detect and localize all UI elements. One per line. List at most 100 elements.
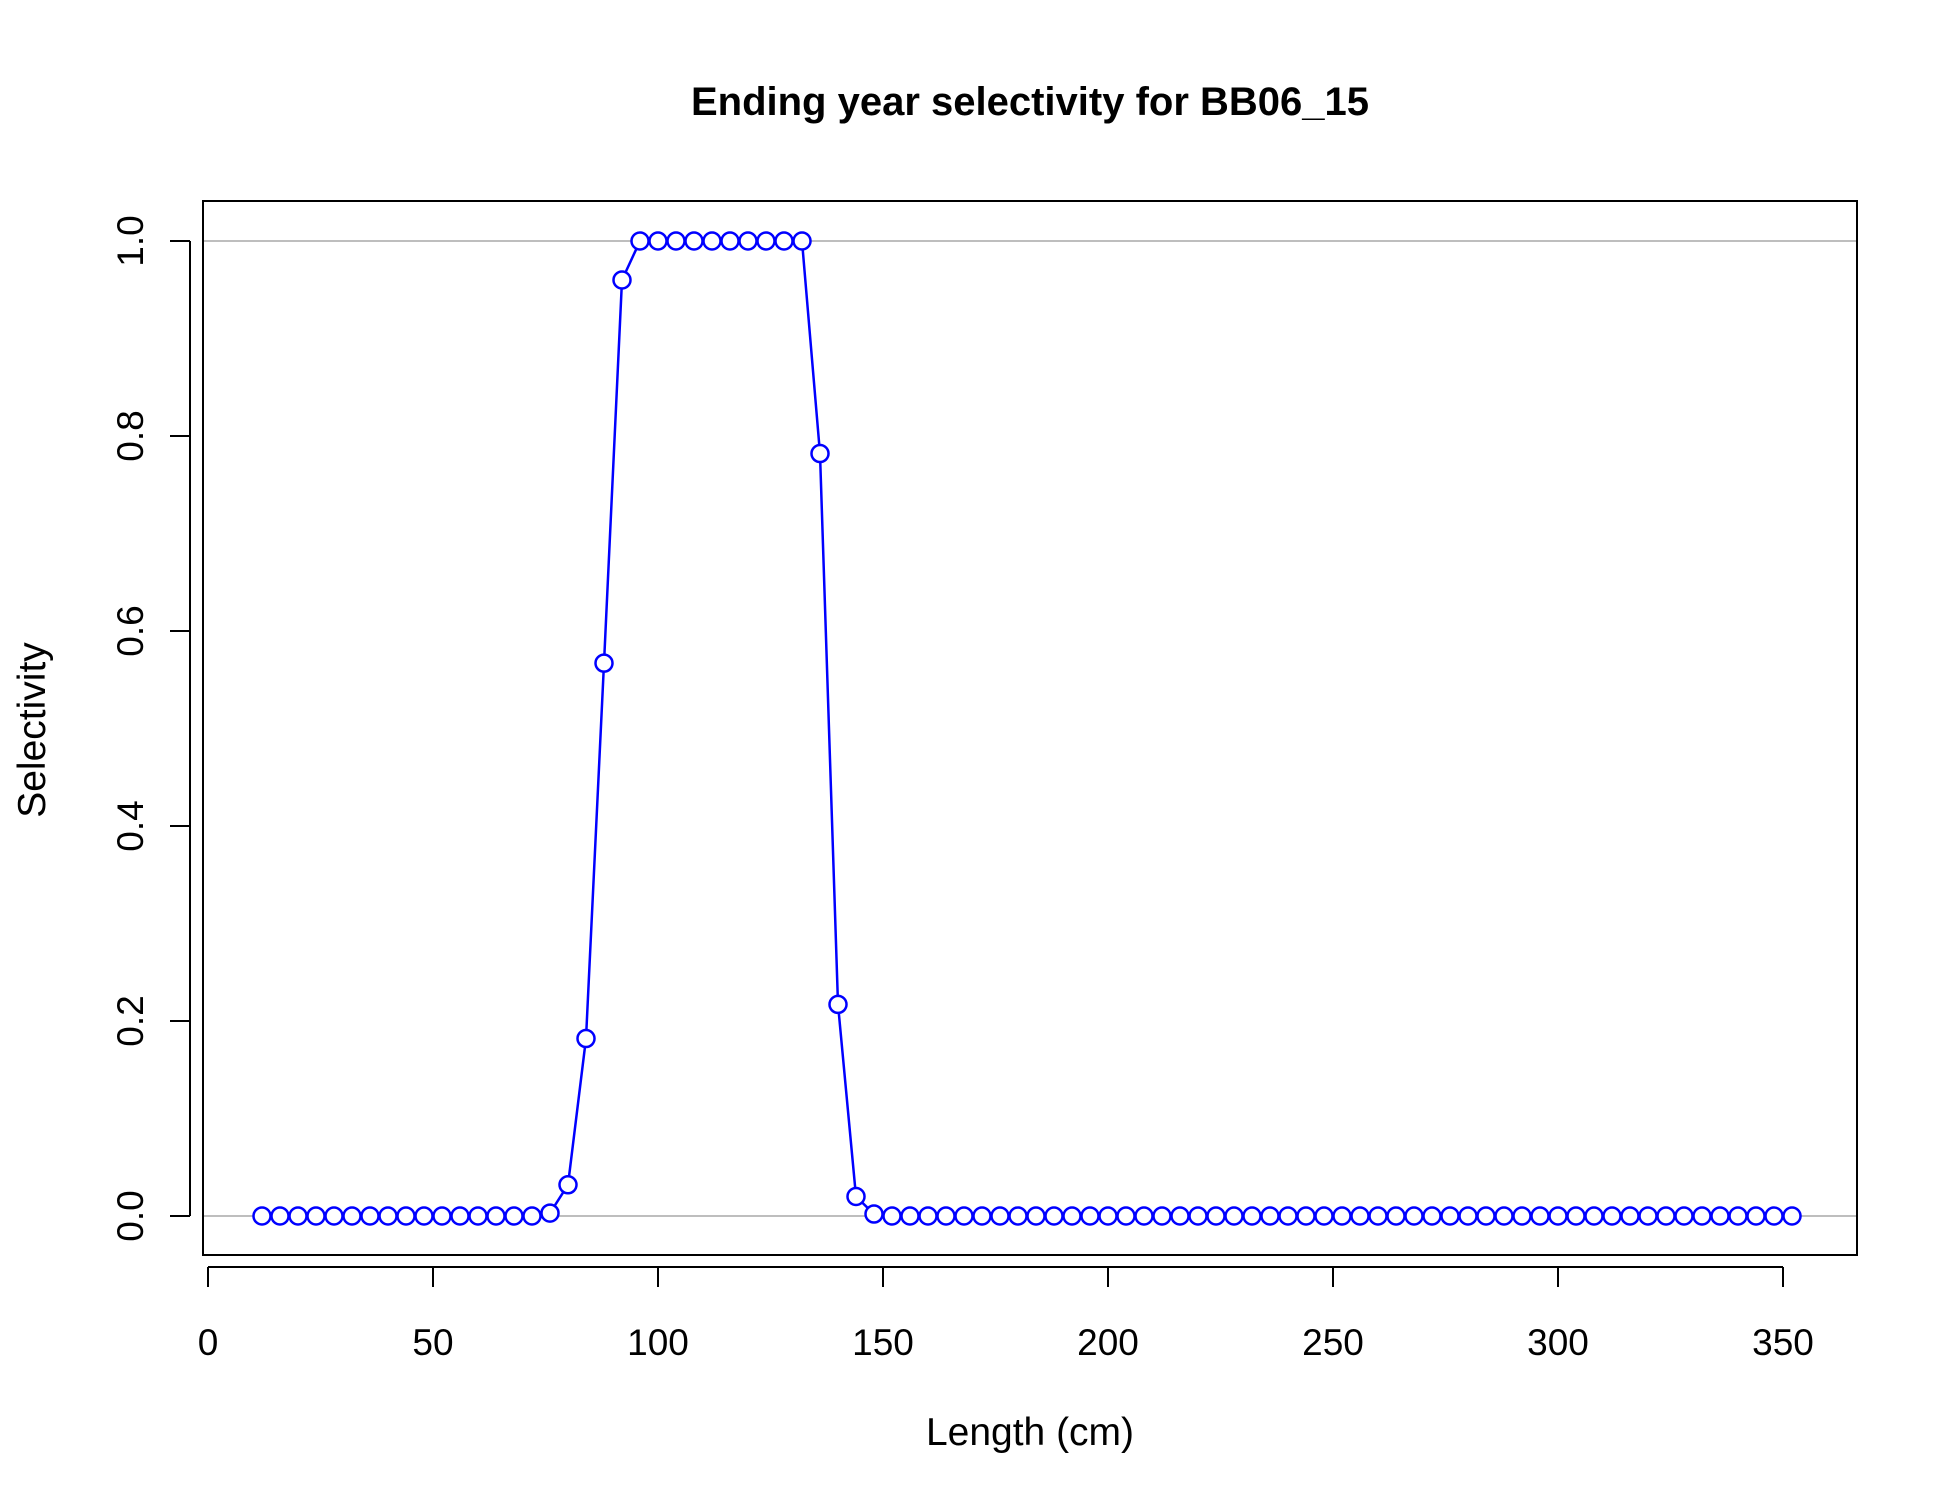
- data-point: [774, 231, 794, 251]
- data-point: [1278, 1206, 1298, 1226]
- data-point: [666, 231, 686, 251]
- data-point: [1602, 1206, 1622, 1226]
- data-point: [1332, 1206, 1352, 1226]
- x-tick-label: 100: [627, 1322, 689, 1363]
- data-point: [1782, 1206, 1802, 1226]
- data-point: [1008, 1206, 1028, 1226]
- data-point: [1458, 1206, 1478, 1226]
- data-point: [270, 1206, 290, 1226]
- data-point: [828, 994, 848, 1015]
- data-point: [1134, 1206, 1154, 1226]
- data-point: [1296, 1206, 1316, 1226]
- data-point: [504, 1206, 524, 1226]
- data-point: [1674, 1206, 1694, 1226]
- data-point: [1746, 1206, 1766, 1226]
- data-point: [1512, 1206, 1532, 1226]
- data-point: [1260, 1206, 1280, 1226]
- data-point: [594, 653, 614, 673]
- data-point: [864, 1204, 884, 1224]
- data-point: [1710, 1206, 1730, 1226]
- data-point: [1638, 1206, 1658, 1226]
- x-axis: 0 50 100 150 200 250 300 350: [198, 1266, 1814, 1363]
- x-tick-label: 150: [852, 1322, 914, 1363]
- data-point: [738, 231, 758, 251]
- x-tick-label: 350: [1752, 1322, 1814, 1363]
- series-line: [262, 239, 1792, 1218]
- data-point: [702, 231, 722, 251]
- y-tick-label: 0.8: [110, 410, 151, 461]
- data-point: [324, 1206, 344, 1226]
- data-point: [684, 231, 704, 251]
- x-tick-label: 250: [1302, 1322, 1364, 1363]
- data-point: [846, 1186, 866, 1207]
- x-tick-label: 200: [1077, 1322, 1139, 1363]
- y-axis-label: Selectivity: [11, 642, 54, 818]
- data-point: [1584, 1206, 1604, 1226]
- data-point: [756, 231, 776, 251]
- data-point: [252, 1206, 272, 1226]
- data-point: [1620, 1206, 1640, 1226]
- data-point: [486, 1206, 506, 1226]
- y-tick-label: 0.2: [110, 995, 151, 1046]
- data-point: [792, 231, 812, 251]
- data-point: [1494, 1206, 1514, 1226]
- data-point: [432, 1206, 452, 1226]
- data-point: [288, 1206, 308, 1226]
- data-point: [396, 1206, 416, 1226]
- x-axis-label: Length (cm): [926, 1411, 1134, 1454]
- data-point: [1530, 1206, 1550, 1226]
- y-tick-label: 1.0: [110, 215, 151, 266]
- data-point: [540, 1203, 560, 1223]
- data-point: [1314, 1206, 1334, 1226]
- data-point: [576, 1028, 596, 1049]
- reference-lines: [203, 240, 1857, 1217]
- plot-frame: [202, 200, 1858, 1256]
- data-point: [378, 1206, 398, 1226]
- data-point: [918, 1206, 938, 1226]
- y-tick-label: 0.4: [110, 800, 151, 851]
- data-point: [558, 1175, 578, 1195]
- data-point: [1188, 1206, 1208, 1226]
- data-point: [1368, 1206, 1388, 1226]
- data-point: [1440, 1206, 1460, 1226]
- data-point: [1116, 1206, 1136, 1226]
- data-point: [1386, 1206, 1406, 1226]
- data-point: [1566, 1206, 1586, 1226]
- data-point: [1224, 1206, 1244, 1226]
- data-point: [450, 1206, 470, 1226]
- data-point: [1692, 1206, 1712, 1226]
- data-point: [954, 1206, 974, 1226]
- data-point: [468, 1206, 488, 1226]
- series-line-group: [262, 239, 1792, 1218]
- data-point: [936, 1206, 956, 1226]
- data-point: [522, 1206, 542, 1226]
- data-point: [720, 231, 740, 251]
- chart-title: Ending year selectivity for BB06_15: [691, 80, 1369, 124]
- data-point: [648, 231, 668, 251]
- x-tick-label: 50: [412, 1322, 453, 1363]
- data-point: [900, 1206, 920, 1226]
- data-point: [1026, 1206, 1046, 1226]
- data-point: [1728, 1206, 1748, 1226]
- data-point: [990, 1206, 1010, 1226]
- data-point: [882, 1206, 902, 1226]
- data-points: [252, 231, 1802, 1226]
- x-tick-label: 0: [198, 1322, 219, 1363]
- data-point: [360, 1206, 380, 1226]
- data-point: [810, 443, 830, 464]
- y-tick-label: 0.6: [110, 605, 151, 656]
- data-point: [1422, 1206, 1442, 1226]
- data-point: [972, 1206, 992, 1226]
- data-point: [1764, 1206, 1784, 1226]
- data-point: [306, 1206, 326, 1226]
- data-point: [1656, 1206, 1676, 1226]
- data-point: [1044, 1206, 1064, 1226]
- data-point: [1350, 1206, 1370, 1226]
- data-point: [1170, 1206, 1190, 1226]
- data-point: [342, 1206, 362, 1226]
- data-point: [612, 270, 632, 290]
- data-point: [630, 231, 650, 251]
- data-point: [414, 1206, 434, 1226]
- data-point: [1476, 1206, 1496, 1226]
